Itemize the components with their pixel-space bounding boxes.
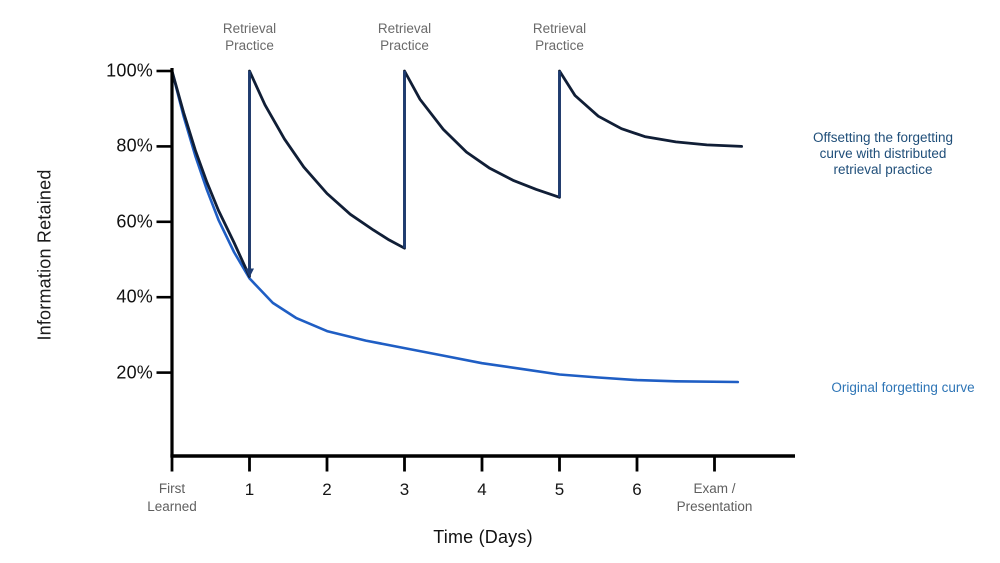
y-tick-label-40: 40%	[116, 286, 153, 307]
x-tick-label-6: 6	[632, 480, 642, 499]
retrieval-practice-annotation-2: Retrieval Practice	[377, 21, 432, 53]
x-axis-title: Time (Days)	[433, 527, 533, 547]
x-tick-label-first-learned: First Learned	[147, 481, 197, 514]
y-tick-label-20: 20%	[116, 362, 153, 383]
y-tick-label-80: 80%	[116, 135, 153, 156]
axes	[156, 68, 795, 472]
x-tick-label-1: 1	[244, 480, 255, 499]
y-tick-label-100: 100%	[106, 60, 153, 81]
x-tick-label-exam: Exam / Presentation	[676, 481, 753, 514]
original-forgetting-curve-line	[170, 69, 740, 384]
offsetting-curve-line	[170, 69, 743, 278]
x-tick-label-4: 4	[477, 480, 487, 499]
y-axis-ticks	[156, 69, 172, 374]
x-tick-label-3: 3	[399, 480, 410, 499]
offsetting-series-label: Offsetting the forgetting curve with dis…	[812, 130, 954, 177]
y-axis-title: Information Retained	[34, 169, 55, 341]
original-series-label: Original forgetting curve	[831, 380, 975, 395]
retrieval-practice-annotation-3: Retrieval Practice	[532, 21, 587, 53]
retrieval-jump-lines	[245, 71, 561, 278]
x-tick-label-5: 5	[554, 480, 565, 499]
y-tick-label-60: 60%	[116, 211, 153, 232]
x-tick-label-2: 2	[322, 480, 332, 499]
retrieval-practice-annotation-1: Retrieval Practice	[222, 21, 277, 53]
x-axis-ticks	[170, 456, 716, 472]
